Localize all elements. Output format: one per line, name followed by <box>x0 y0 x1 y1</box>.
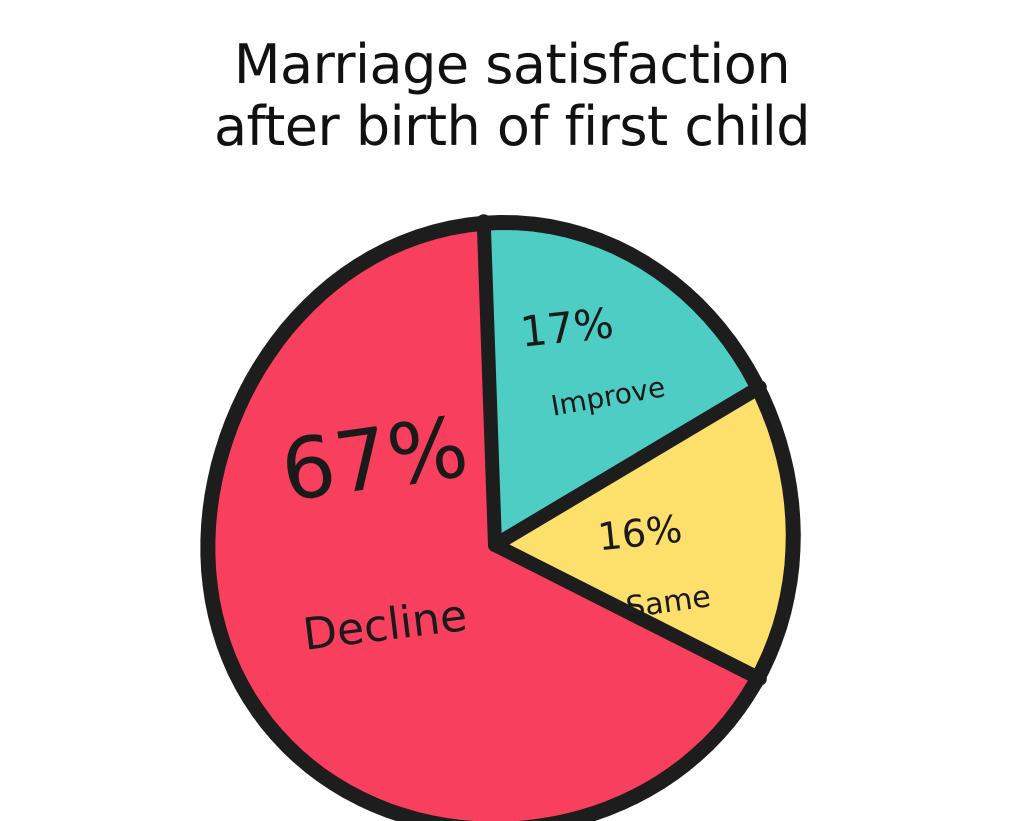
improve-percent-label: 17% <box>518 298 616 356</box>
pie-slice-same <box>495 388 794 678</box>
same-percent-label: 16% <box>596 507 685 560</box>
pie-slice-decline <box>207 223 758 821</box>
pie-divider-3 <box>488 538 767 686</box>
pie-dividers <box>476 214 767 686</box>
chart-title: Marriage satisfaction after birth of fir… <box>0 34 1024 158</box>
pie-divider-1 <box>476 214 502 552</box>
chart-title-line-2: after birth of first child <box>213 95 811 158</box>
pie-divider-2 <box>488 380 767 552</box>
chart-title-line-1: Marriage satisfaction <box>233 33 791 96</box>
